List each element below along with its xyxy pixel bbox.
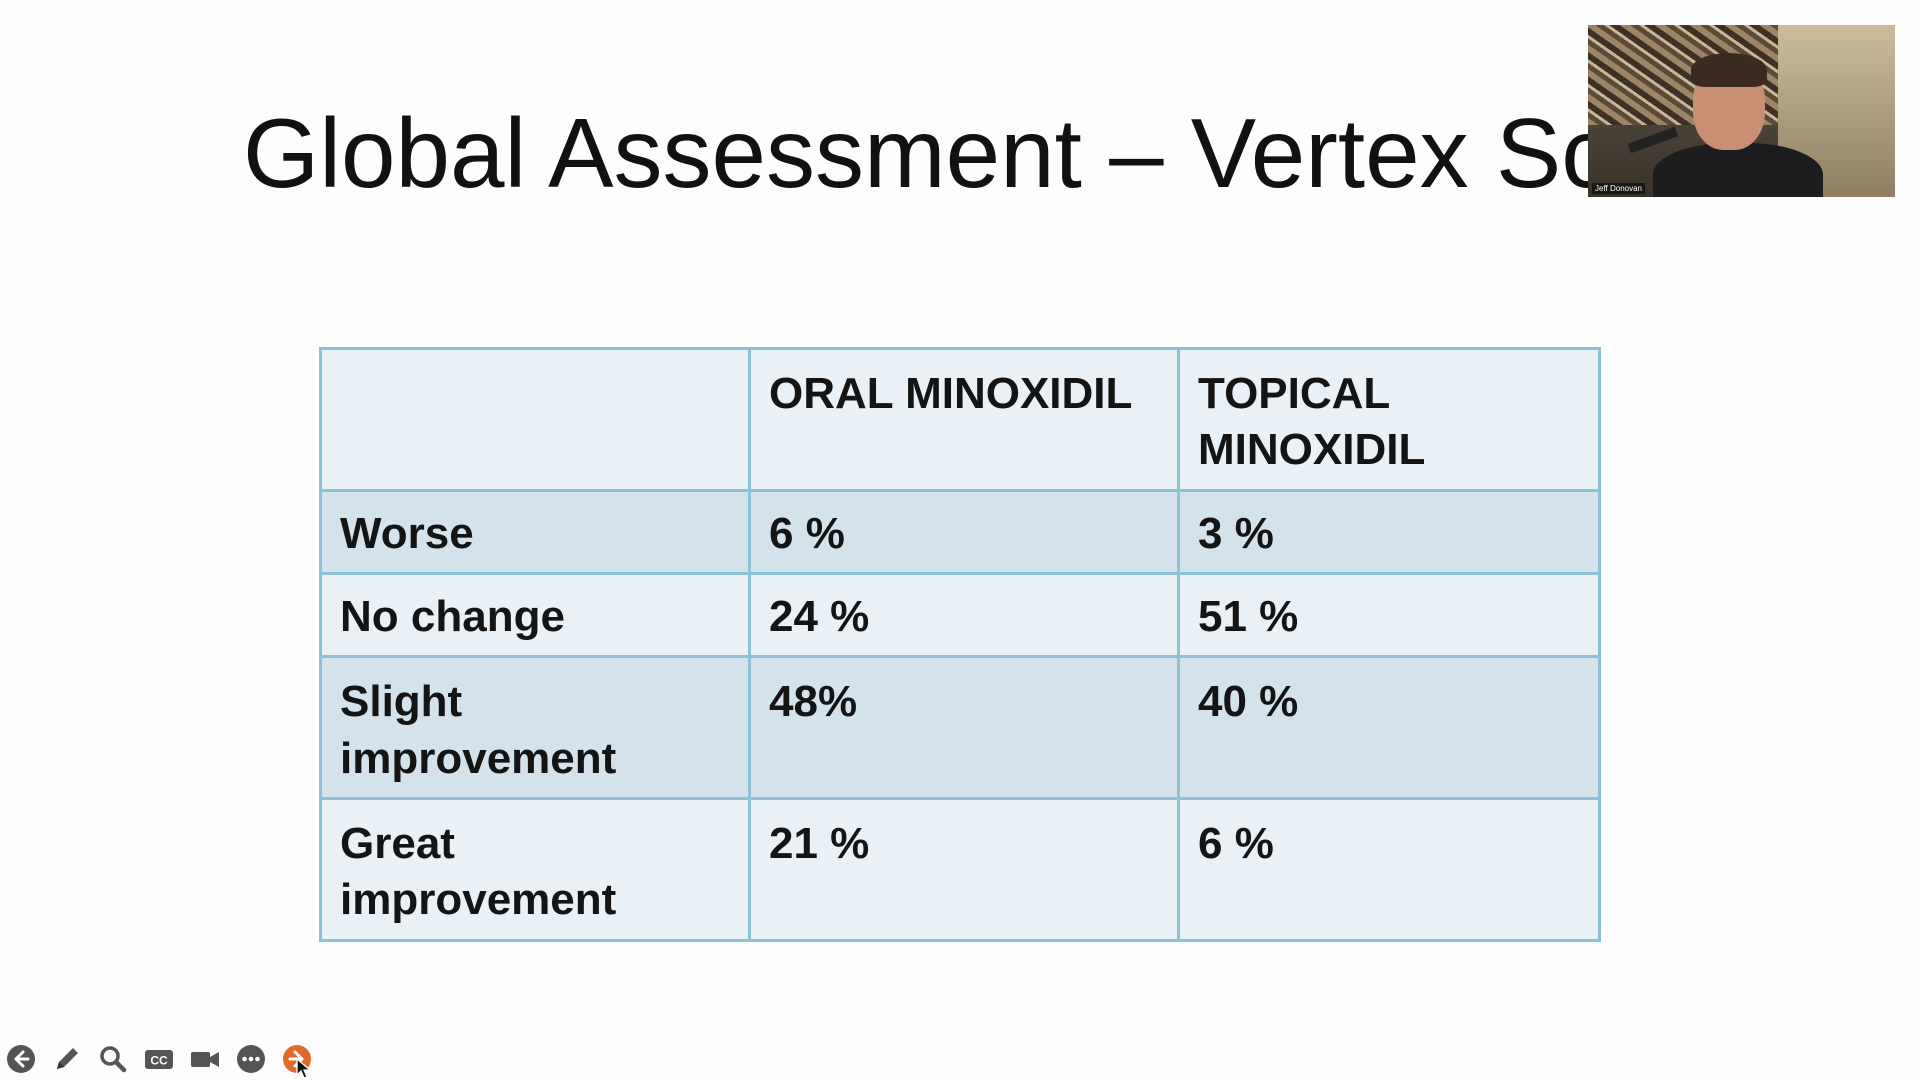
table-row: Great improvement 21 % 6 % — [319, 796, 1601, 942]
microphone — [1627, 126, 1679, 154]
pen-icon — [57, 1048, 78, 1069]
more-options-button[interactable] — [233, 1041, 269, 1077]
webcam-video[interactable]: Jeff Donovan — [1588, 25, 1895, 197]
mouse-cursor-icon — [296, 1058, 312, 1079]
closed-captions-icon: CC — [145, 1050, 173, 1069]
slide-title: Global Assessment – Vertex Sca — [243, 98, 1665, 208]
webcam-name-label: Jeff Donovan — [1592, 183, 1645, 194]
table-row: Slight improvement 48% 40 % — [319, 655, 1601, 800]
subtitles-button[interactable]: CC — [141, 1041, 177, 1077]
table-cell: 3 % — [1177, 488, 1601, 575]
table-header-cell — [319, 347, 751, 492]
table-header-cell: TOPICAL MINOXIDIL — [1177, 347, 1601, 492]
table-header-cell: ORAL MINOXIDIL — [748, 347, 1180, 492]
comparison-table: ORAL MINOXIDIL TOPICAL MINOXIDIL Worse 6… — [319, 347, 1601, 942]
table-cell: 24 % — [748, 571, 1180, 659]
table-header-row: ORAL MINOXIDIL TOPICAL MINOXIDIL — [319, 347, 1601, 492]
camera-button[interactable] — [187, 1041, 223, 1077]
table-cell: Slight improvement — [319, 655, 751, 800]
table-row: No change 24 % 51 % — [319, 571, 1601, 659]
back-arrow-icon — [7, 1045, 35, 1073]
pen-button[interactable] — [49, 1041, 85, 1077]
camera-icon — [191, 1052, 219, 1067]
svg-text:CC: CC — [150, 1054, 168, 1068]
zoom-icon — [100, 1046, 127, 1073]
more-icon — [237, 1045, 265, 1073]
presenter-hair — [1691, 53, 1767, 87]
table-cell: No change — [319, 571, 751, 659]
table-cell: 6 % — [748, 488, 1180, 575]
table-cell: 6 % — [1177, 796, 1601, 942]
presenter-body — [1653, 143, 1823, 197]
table-cell: Worse — [319, 488, 751, 575]
table-cell: Great improvement — [319, 796, 751, 942]
table-cell: 51 % — [1177, 571, 1601, 659]
back-button[interactable] — [3, 1041, 39, 1077]
zoom-button[interactable] — [95, 1041, 131, 1077]
table-cell: 21 % — [748, 796, 1180, 942]
table-cell: 48% — [748, 655, 1180, 800]
table-row: Worse 6 % 3 % — [319, 488, 1601, 575]
table-cell: 40 % — [1177, 655, 1601, 800]
presentation-toolbar: CC — [3, 1040, 325, 1078]
